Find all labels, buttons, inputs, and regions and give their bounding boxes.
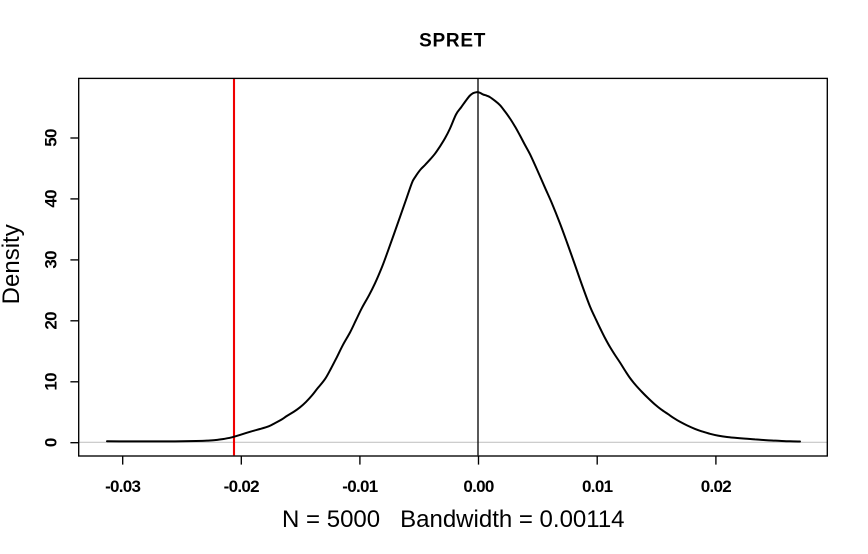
svg-text:10: 10 [42, 373, 61, 391]
svg-text:0.00: 0.00 [463, 477, 494, 496]
svg-text:30: 30 [42, 251, 61, 269]
svg-text:-0.03: -0.03 [105, 477, 140, 496]
svg-text:N = 5000 Bandwidth = 0.00114: N = 5000 Bandwidth = 0.00114 [282, 506, 624, 533]
svg-text:50: 50 [42, 129, 61, 147]
svg-text:20: 20 [42, 312, 61, 330]
svg-text:-0.01: -0.01 [342, 477, 377, 496]
svg-text:0.02: 0.02 [701, 477, 732, 496]
svg-text:40: 40 [42, 190, 61, 208]
svg-text:0.01: 0.01 [582, 477, 613, 496]
svg-text:-0.02: -0.02 [224, 477, 259, 496]
svg-text:0: 0 [42, 438, 61, 447]
svg-text:Density: Density [0, 224, 25, 304]
svg-text:SPRET: SPRET [419, 31, 486, 52]
